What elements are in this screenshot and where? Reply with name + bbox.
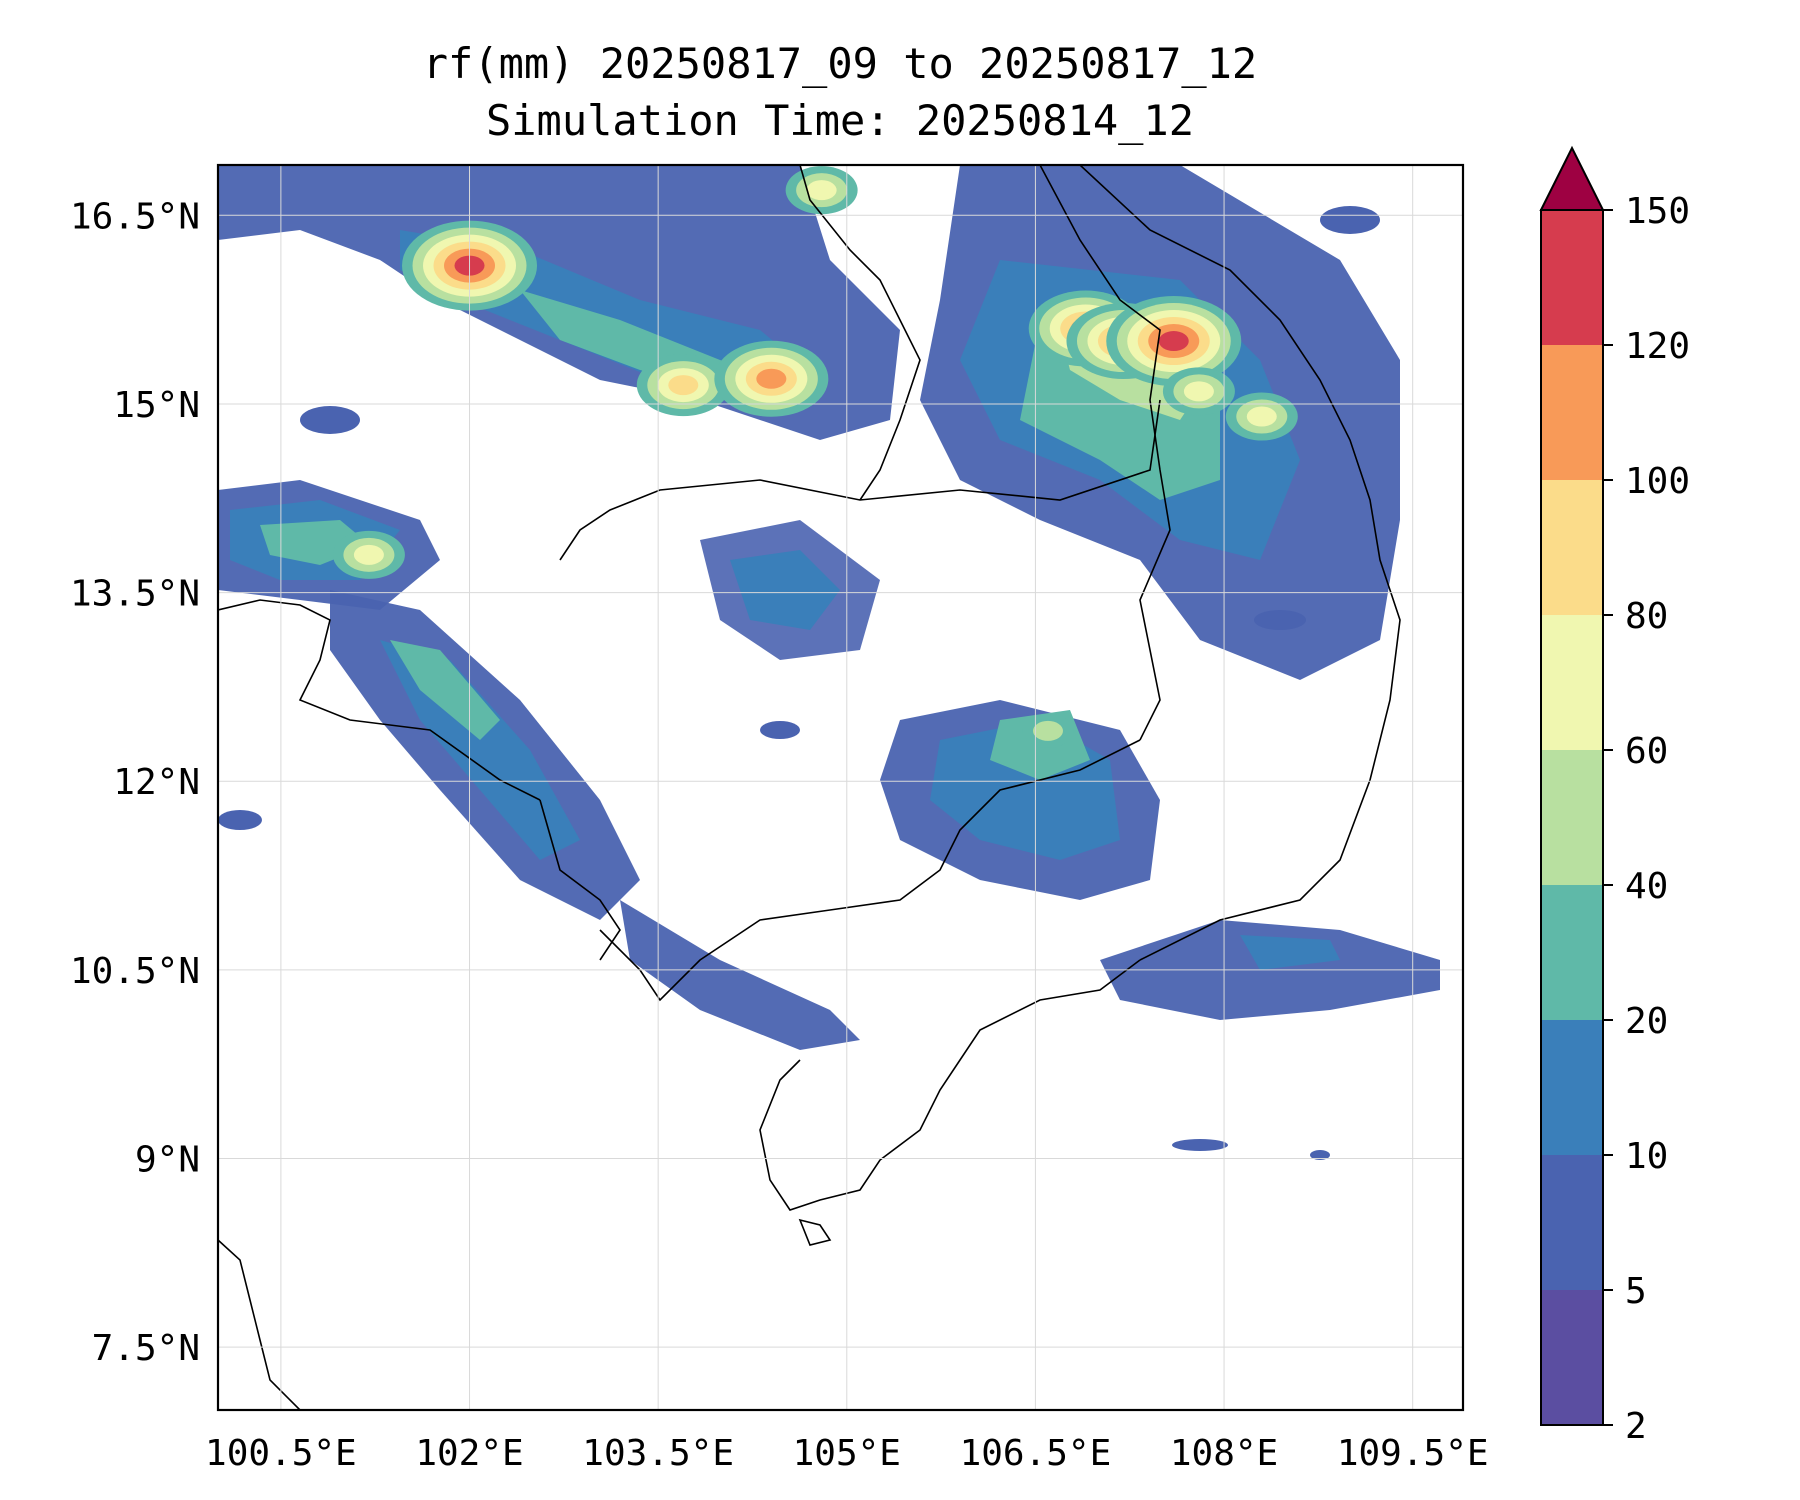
colorbar-tick-label: 2 [1625,1406,1647,1447]
rain-cell-ring [668,375,699,396]
rain-cell-small [1320,206,1380,234]
lat-tick-label: 16.5°N [70,196,200,237]
title-line-1: rf(mm) 20250817_09 to 20250817_12 [423,39,1257,88]
lat-tick-label: 15°N [113,385,200,426]
colorbar-tick-label: 80 [1625,596,1668,637]
latitude-ticks: 16.5°N 15°N 13.5°N 12°N 10.5°N 9°N 7.5°N [70,196,200,1369]
lat-tick-label: 13.5°N [70,574,200,615]
rain-cell-ring [353,544,384,565]
rain-cell-small [1172,1139,1228,1151]
colorbar-bin [1541,480,1603,615]
colorbar-bin [1541,210,1603,345]
coastlines-borders [218,165,1401,1410]
rain-cell-small [300,406,360,434]
rain-band-south-sea-inner [1240,935,1340,970]
rain-cell-ring [806,180,837,201]
lat-tick-label: 9°N [135,1139,200,1180]
border-laos-vietnam [1039,165,1171,741]
colorbar-tick-label: 60 [1625,731,1668,772]
rain-cell-small [1254,610,1306,630]
rain-cell-ring [1033,720,1063,741]
coast-vietnam-east [1079,165,1401,961]
coast-malay-peninsula [218,1239,301,1410]
border-cambodia-vietnam [599,739,1141,1002]
map-gridlines [218,165,1463,1410]
border-mekong-north [799,165,921,501]
colorbar-tick-label: 20 [1625,1001,1668,1042]
colorbar-tick-label: 120 [1625,326,1690,367]
rain-cell-ring [756,368,787,389]
colorbar-tick-label: 150 [1625,191,1690,232]
rain-cell-ring [1158,331,1189,352]
colorbar-outline [1540,209,1604,1426]
rain-band-central-inner [730,550,840,630]
colorbar-tick-label: 100 [1625,461,1690,502]
colorbar-bin [1541,750,1603,885]
lon-tick-label: 102°E [415,1433,523,1474]
colorbar-extend-arrow [1539,145,1605,211]
colorbar-bin [1541,345,1603,480]
rain-cell-ring [1183,381,1214,402]
rain-cell-small [760,721,800,739]
lat-tick-label: 12°N [113,762,200,803]
colorbar-tick-label: 10 [1625,1136,1668,1177]
lon-tick-label: 106.5°E [960,1433,1112,1474]
coast-mekong-delta [759,959,1141,1211]
lon-tick-label: 103.5°E [582,1433,734,1474]
colorbar-bin [1541,1155,1603,1290]
lat-tick-label: 10.5°N [70,951,200,992]
rain-band-southwest-core [390,640,500,740]
rain-cell-ring [1246,406,1277,427]
longitude-ticks: 100.5°E 102°E 103.5°E 105°E 106.5°E 108°E 109.… [205,1433,1489,1474]
colorbar-bin [1541,1290,1603,1425]
border-cambodia-north [559,399,1161,561]
lon-tick-label: 100.5°E [205,1433,357,1474]
lon-tick-label: 109.5°E [1337,1433,1489,1474]
colorbar-bin [1541,885,1603,1020]
border-thailand-cambodia [218,599,541,801]
colorbar-tick-label: 40 [1625,866,1668,907]
rain-cell-small [218,810,262,830]
colorbar: 2 5 10 20 40 60 80 100 120 150 [1539,145,1690,1447]
colorbar-bin [1541,615,1603,750]
map-frame [216,163,1465,1412]
rain-cell-small [1310,1150,1330,1160]
colorbar-tick-label: 5 [1625,1271,1647,1312]
coast-gulf-thailand [539,799,621,961]
colorbar-bin [1541,1020,1603,1155]
rain-cell-maxima [332,166,1298,748]
island-phu-quoc [798,1218,832,1246]
title-line-2: Simulation Time: 20250814_12 [486,96,1194,145]
rain-band-gulf [620,900,860,1050]
lon-tick-label: 105°E [793,1433,901,1474]
lat-tick-label: 7.5°N [92,1328,200,1369]
lon-tick-label: 108°E [1170,1433,1278,1474]
